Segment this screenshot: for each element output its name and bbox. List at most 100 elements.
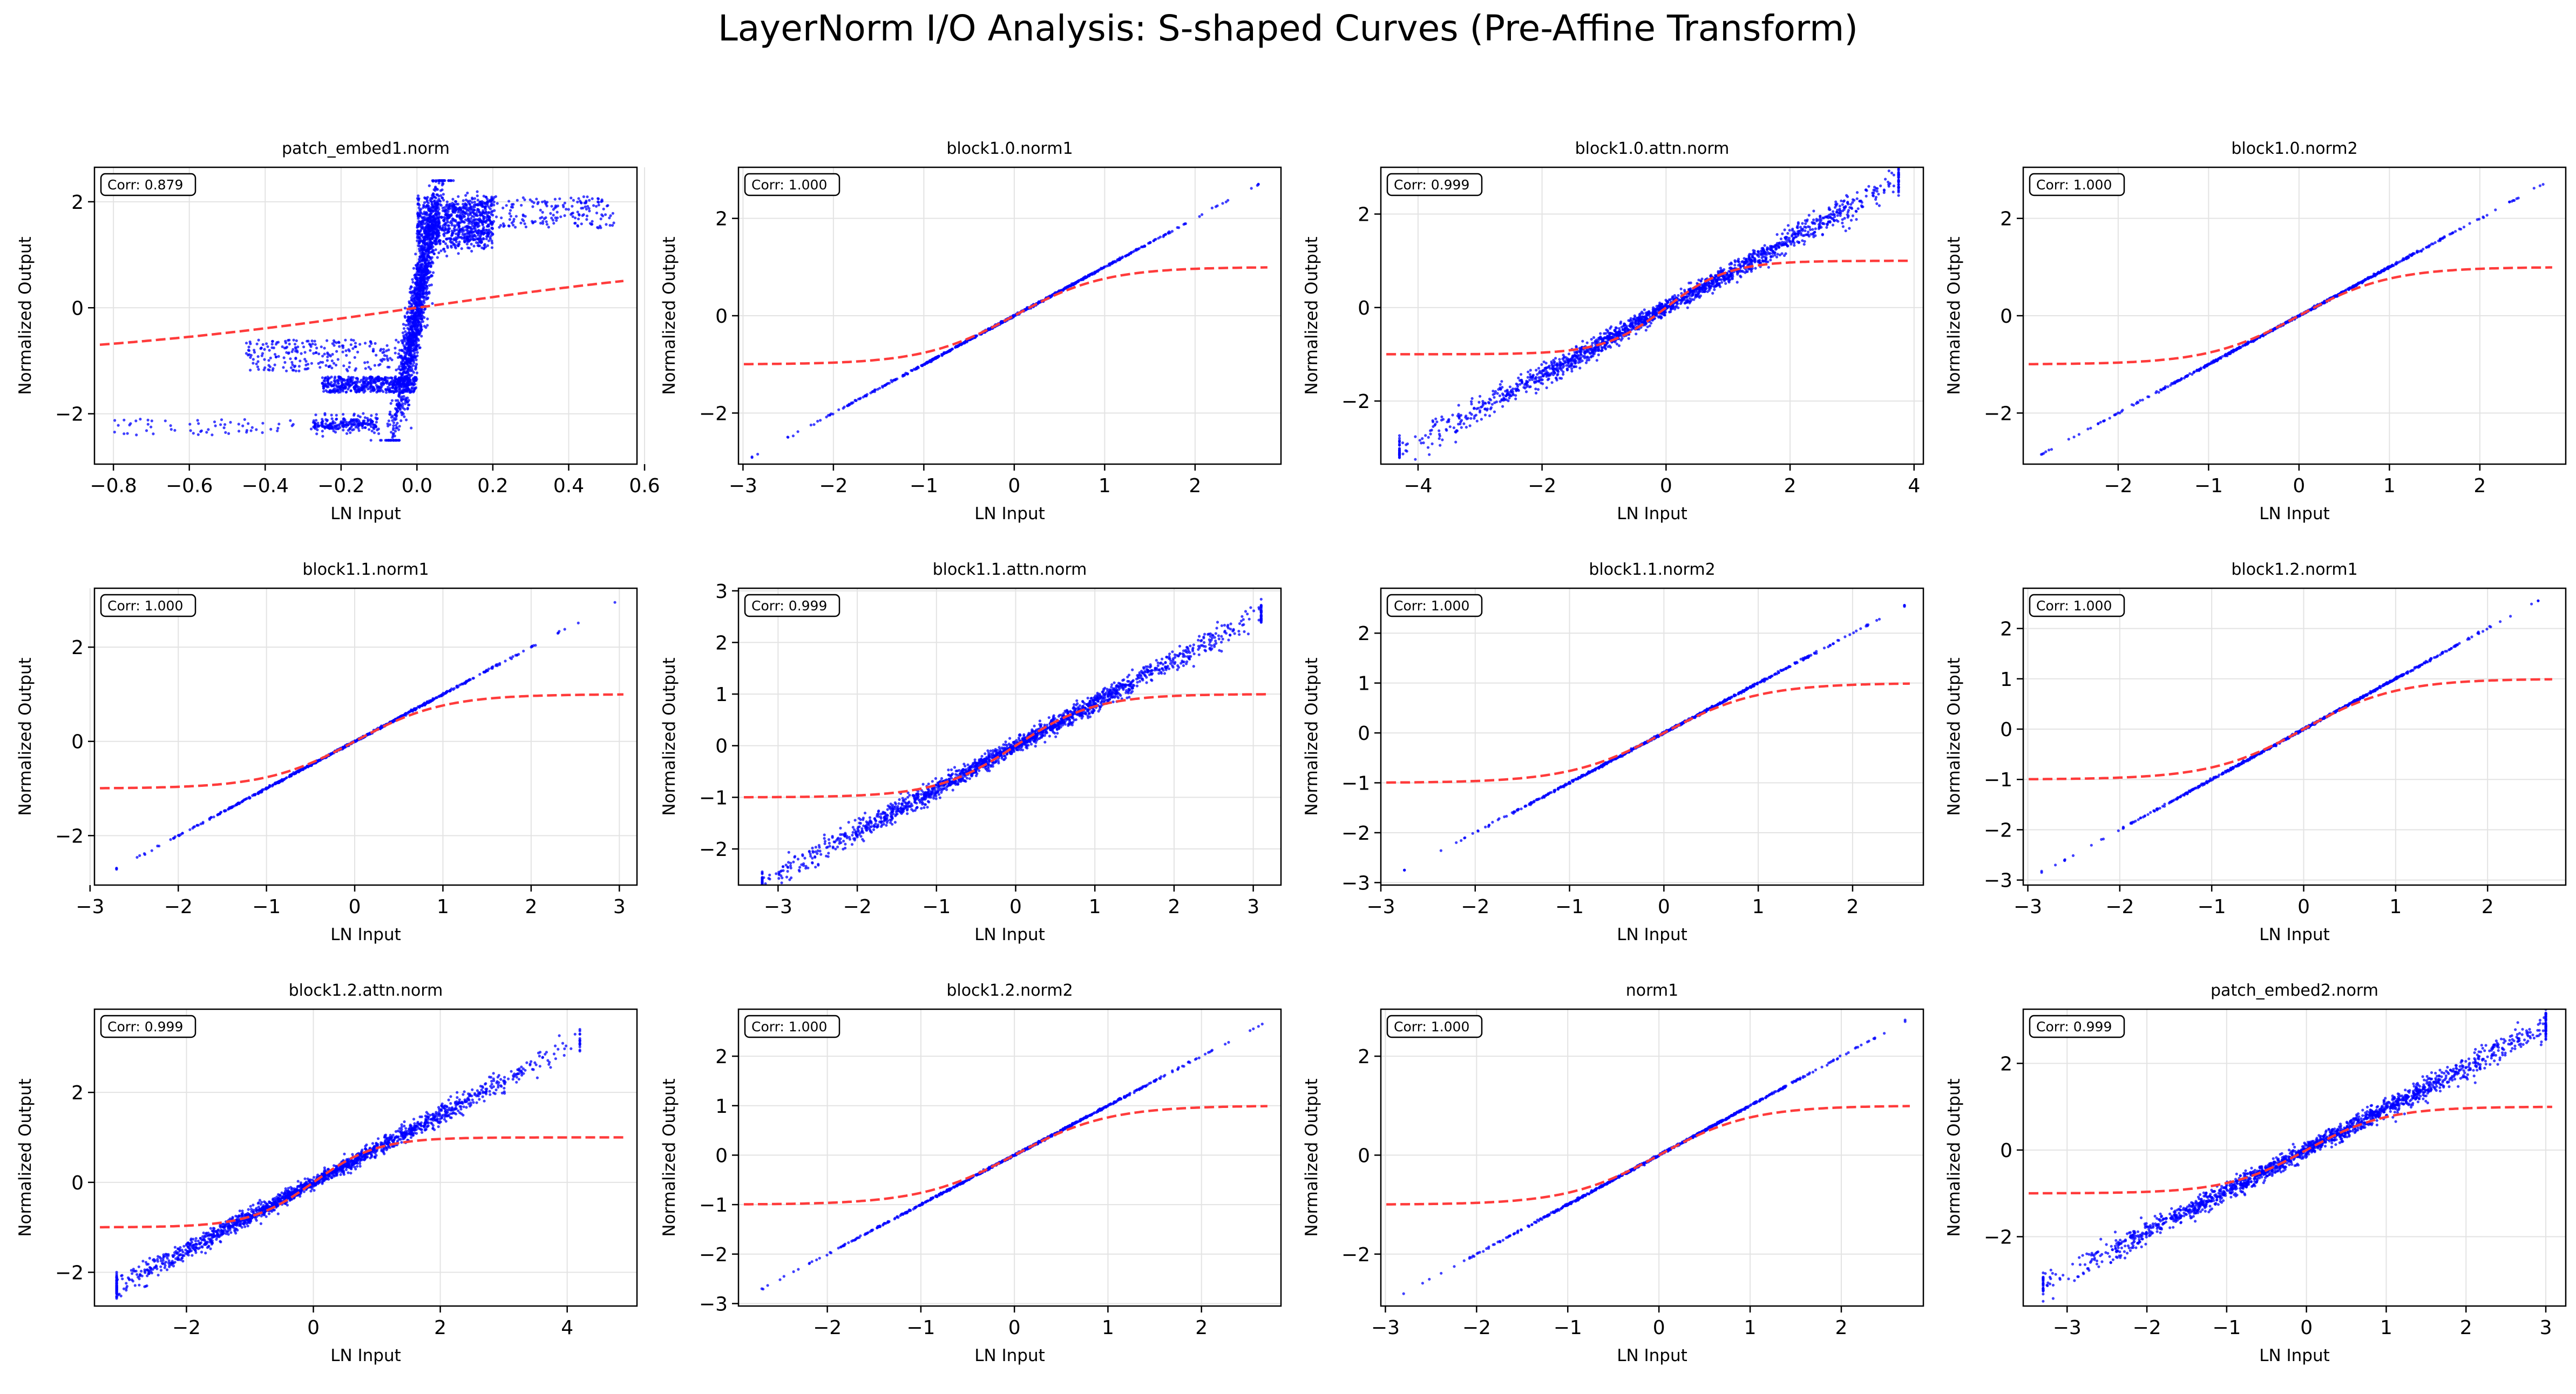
data-point <box>349 378 352 382</box>
data-point <box>471 235 474 239</box>
data-point <box>368 344 371 348</box>
data-point <box>315 351 318 354</box>
data-point <box>398 356 402 359</box>
data-point <box>1711 291 1714 295</box>
data-point <box>249 429 253 432</box>
data-point <box>429 265 432 268</box>
data-point <box>314 343 317 346</box>
data-point <box>457 202 460 206</box>
data-point <box>145 429 148 432</box>
data-point <box>463 214 466 217</box>
data-point <box>1500 380 1503 383</box>
data-point <box>463 240 466 243</box>
data-point <box>423 308 426 311</box>
data-point <box>544 216 547 219</box>
data-point <box>404 361 408 364</box>
data-point <box>417 194 420 198</box>
data-point <box>430 200 433 203</box>
data-point <box>237 423 240 426</box>
data-point <box>428 234 431 237</box>
data-point <box>461 233 464 236</box>
data-point <box>397 386 401 389</box>
data-point <box>1838 205 1841 208</box>
data-point <box>422 292 425 295</box>
data-point <box>441 181 444 185</box>
data-point <box>493 209 496 212</box>
data-point <box>350 338 353 342</box>
data-point <box>390 358 394 362</box>
data-point <box>1113 260 1116 263</box>
data-point <box>419 249 422 252</box>
data-point <box>134 419 138 423</box>
data-point <box>492 203 496 207</box>
data-point <box>352 413 356 417</box>
data-point <box>375 420 378 424</box>
data-point <box>933 356 937 359</box>
data-point <box>334 379 337 383</box>
data-point <box>416 283 419 287</box>
data-point <box>549 212 552 215</box>
data-point <box>943 351 946 355</box>
data-point <box>398 371 402 375</box>
data-point <box>342 429 345 432</box>
data-point <box>404 323 408 327</box>
data-point <box>471 208 474 211</box>
data-point <box>494 195 498 198</box>
data-point <box>483 201 486 205</box>
data-point <box>354 342 357 345</box>
data-point <box>427 259 430 262</box>
data-point <box>427 201 430 205</box>
data-point <box>271 339 274 343</box>
data-point <box>1460 419 1463 422</box>
data-point <box>367 418 370 422</box>
data-point <box>303 358 307 361</box>
data-point <box>398 391 401 394</box>
data-point <box>1524 390 1528 393</box>
data-point <box>434 227 437 230</box>
y-tick-label: 0 <box>715 305 728 328</box>
data-point <box>443 209 446 212</box>
data-point <box>409 338 412 341</box>
data-point <box>354 367 358 370</box>
data-point <box>1644 329 1648 332</box>
data-point <box>523 222 526 226</box>
data-point <box>484 246 487 249</box>
data-point <box>1879 184 1882 187</box>
data-point <box>321 361 324 364</box>
data-point <box>315 346 318 350</box>
data-point <box>372 388 376 392</box>
data-point <box>417 339 421 342</box>
data-point <box>489 207 492 210</box>
data-point <box>317 362 320 365</box>
data-point <box>295 349 299 352</box>
data-point <box>297 365 301 368</box>
data-point <box>356 350 360 354</box>
data-point <box>1067 285 1070 289</box>
data-point <box>496 202 499 205</box>
data-point <box>385 391 388 394</box>
data-point <box>423 228 426 232</box>
data-point <box>443 216 446 219</box>
data-point <box>196 419 199 422</box>
data-point <box>533 220 537 223</box>
data-point <box>1529 375 1532 378</box>
data-point <box>404 384 407 387</box>
data-point <box>388 365 391 369</box>
data-point <box>416 322 419 325</box>
data-point <box>389 439 393 442</box>
data-point <box>425 222 428 225</box>
data-point <box>299 359 302 363</box>
data-point <box>428 262 432 265</box>
data-point <box>367 387 370 391</box>
data-point <box>848 404 851 407</box>
data-point <box>586 205 589 208</box>
data-point <box>214 424 217 427</box>
data-point <box>1087 274 1090 277</box>
data-point <box>189 429 192 432</box>
data-point <box>342 425 345 429</box>
data-point <box>440 188 444 192</box>
data-point <box>912 368 916 371</box>
data-point <box>352 423 356 426</box>
data-point <box>554 216 557 220</box>
x-tick-label: 0.0 <box>402 475 432 497</box>
